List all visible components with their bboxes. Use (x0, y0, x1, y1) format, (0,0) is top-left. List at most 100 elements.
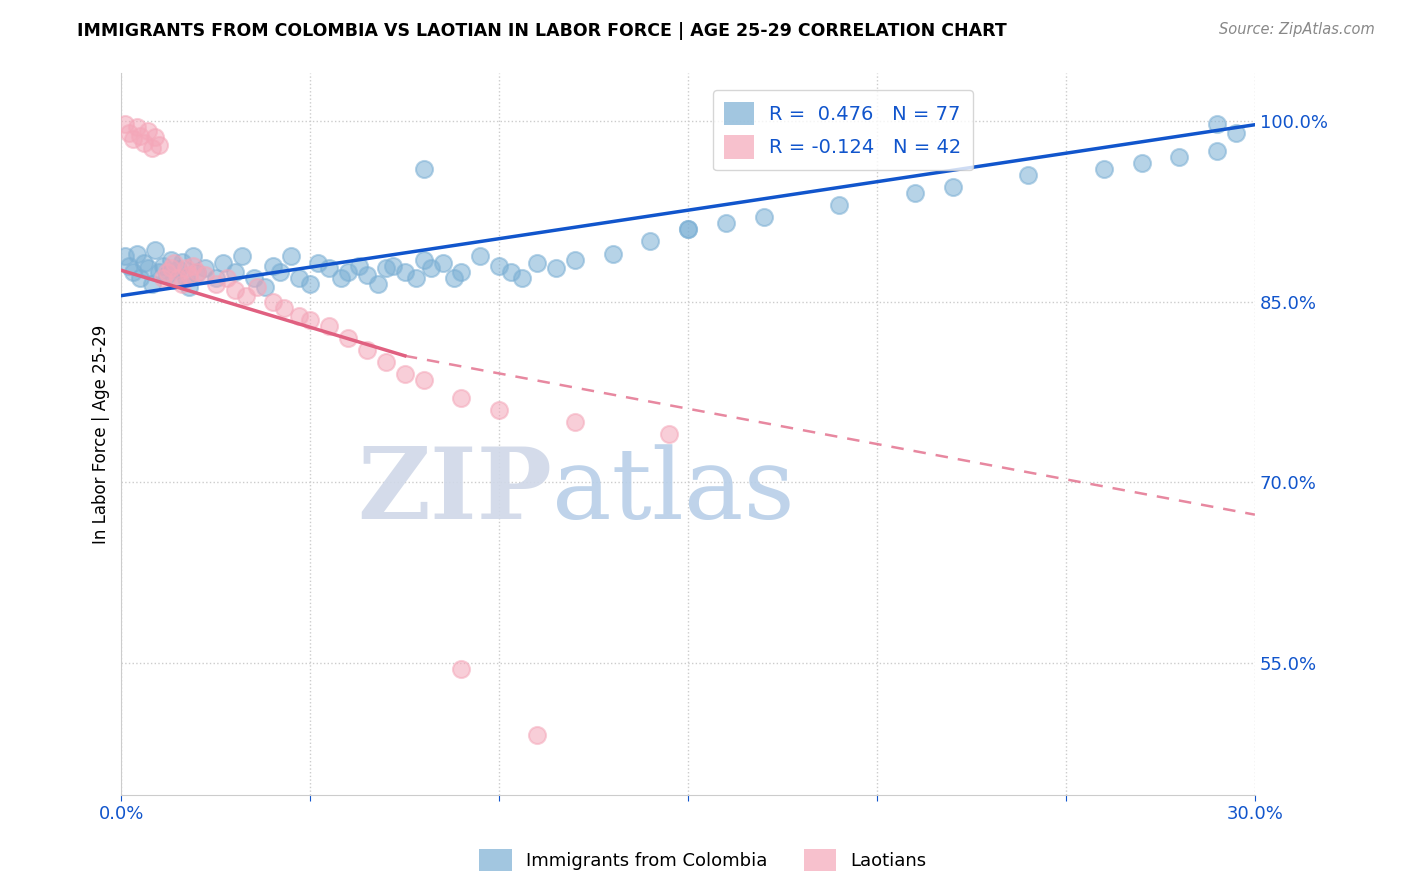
Point (262, 259, 284, 273)
Point (159, 260, 181, 275)
Point (640, 235, 662, 249)
Point (118, 126, 141, 140)
Point (356, 268, 378, 282)
Point (337, 331, 360, 345)
Point (179, 280, 201, 294)
Point (1168, 150, 1191, 164)
Text: atlas: atlas (553, 444, 794, 540)
Point (269, 264, 291, 278)
Point (145, 129, 167, 144)
Point (193, 268, 215, 282)
Point (118, 259, 141, 273)
Point (141, 140, 163, 154)
Point (450, 391, 472, 405)
Point (156, 264, 179, 278)
Point (159, 252, 181, 267)
Point (307, 256, 329, 270)
Point (170, 277, 193, 291)
Point (170, 255, 193, 269)
Point (337, 264, 360, 278)
Point (299, 277, 322, 291)
Point (942, 180, 965, 194)
Point (125, 246, 148, 260)
Point (602, 246, 624, 260)
Point (405, 270, 427, 285)
Point (217, 270, 239, 285)
Point (114, 249, 136, 263)
Point (132, 256, 155, 270)
Point (167, 262, 190, 277)
Point (121, 264, 143, 278)
Point (224, 283, 246, 297)
Point (318, 260, 340, 275)
Point (163, 256, 186, 270)
Point (163, 273, 186, 287)
Text: Source: ZipAtlas.com: Source: ZipAtlas.com (1219, 22, 1375, 37)
Point (181, 249, 204, 263)
Point (676, 222, 699, 236)
Point (1017, 168, 1039, 182)
Legend: Immigrants from Colombia, Laotians: Immigrants from Colombia, Laotians (472, 842, 934, 879)
Point (273, 301, 295, 315)
Point (564, 415, 586, 429)
Point (904, 186, 927, 201)
Point (129, 270, 152, 285)
Point (205, 277, 228, 291)
Point (443, 270, 465, 285)
Point (253, 280, 276, 294)
Point (658, 427, 681, 442)
Point (262, 294, 284, 309)
Point (752, 211, 775, 225)
Point (564, 252, 586, 267)
Point (224, 264, 246, 278)
Point (280, 249, 302, 263)
Point (488, 259, 510, 273)
Point (367, 277, 389, 291)
Point (382, 259, 405, 273)
Point (318, 318, 340, 333)
Point (1092, 162, 1115, 177)
Point (412, 373, 434, 387)
Point (288, 270, 311, 285)
Point (510, 270, 533, 285)
Point (148, 138, 170, 153)
Point (374, 355, 396, 369)
Point (488, 403, 510, 417)
Point (152, 259, 174, 273)
Point (356, 343, 378, 357)
Point (714, 216, 737, 230)
Point (412, 162, 434, 177)
Text: ZIP: ZIP (357, 443, 553, 541)
Point (394, 264, 416, 278)
Point (470, 249, 492, 263)
Point (1206, 116, 1229, 130)
Point (676, 222, 699, 236)
Point (394, 367, 416, 381)
Point (145, 243, 167, 257)
Point (246, 280, 269, 294)
Point (450, 662, 472, 676)
Point (374, 260, 396, 275)
Point (129, 128, 152, 143)
Point (242, 270, 264, 285)
Point (156, 268, 179, 282)
Point (288, 309, 311, 323)
Point (544, 260, 567, 275)
Y-axis label: In Labor Force | Age 25-29: In Labor Force | Age 25-29 (93, 325, 110, 543)
Point (114, 116, 136, 130)
Point (432, 256, 454, 270)
Point (136, 260, 159, 275)
Point (299, 312, 322, 326)
Point (1225, 126, 1247, 140)
Point (174, 260, 197, 275)
Point (132, 136, 155, 150)
Text: IMMIGRANTS FROM COLOMBIA VS LAOTIAN IN LABOR FORCE | AGE 25-29 CORRELATION CHART: IMMIGRANTS FROM COLOMBIA VS LAOTIAN IN L… (77, 22, 1007, 40)
Point (186, 264, 208, 278)
Point (420, 260, 443, 275)
Point (152, 270, 174, 285)
Point (121, 132, 143, 146)
Point (499, 264, 522, 278)
Point (136, 124, 159, 138)
Point (186, 266, 208, 280)
Point (181, 259, 204, 273)
